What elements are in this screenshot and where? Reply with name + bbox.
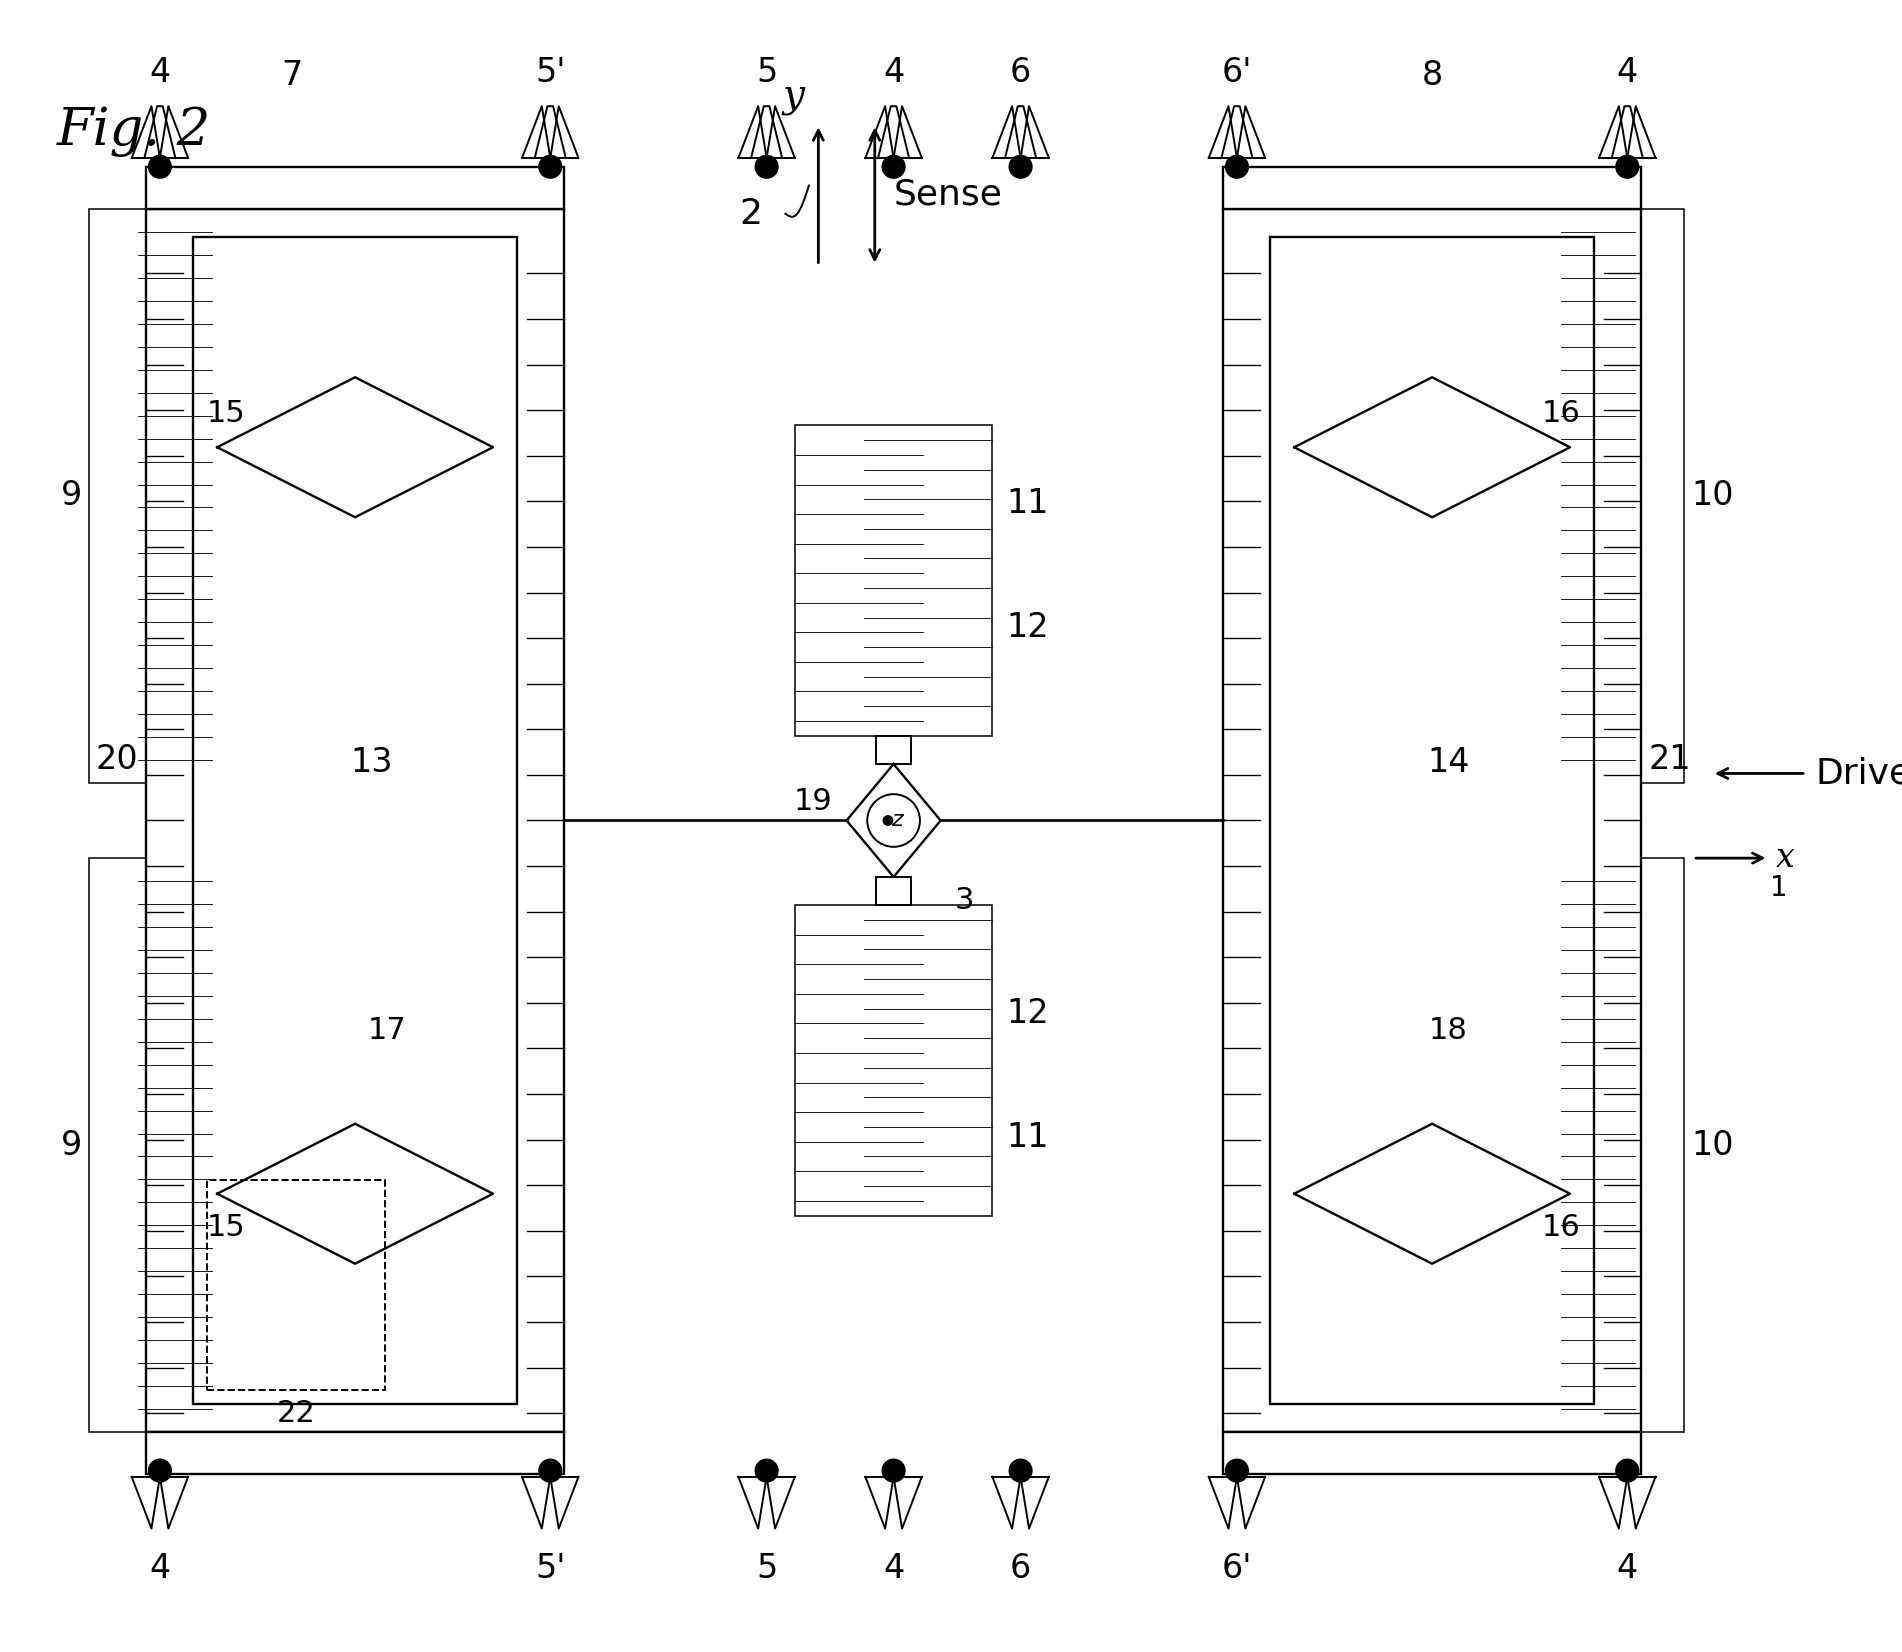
Text: 16: 16	[1541, 1213, 1581, 1242]
Text: 4: 4	[883, 56, 903, 89]
Bar	[1271, 238, 1594, 1404]
Text: 11: 11	[1006, 487, 1050, 519]
Text: 7: 7	[281, 58, 302, 91]
Circle shape	[883, 1459, 905, 1482]
Text: Sense: Sense	[894, 178, 1002, 211]
Text: 4: 4	[148, 1551, 171, 1584]
Text: 6': 6'	[1221, 56, 1252, 89]
Circle shape	[1225, 155, 1248, 178]
Circle shape	[148, 1459, 171, 1482]
Text: 5: 5	[755, 56, 778, 89]
Text: 4: 4	[1617, 1551, 1638, 1584]
Text: z: z	[892, 811, 903, 831]
Bar	[795, 426, 993, 735]
Text: 4: 4	[148, 56, 171, 89]
Bar	[192, 238, 517, 1404]
Text: 2: 2	[738, 197, 763, 231]
Bar	[89, 210, 211, 783]
Text: 21: 21	[1649, 743, 1691, 776]
Bar	[875, 735, 911, 765]
Text: 5: 5	[755, 1551, 778, 1584]
Text: 9: 9	[61, 479, 82, 512]
Text: 8: 8	[1421, 58, 1442, 91]
Bar	[146, 1432, 565, 1474]
Circle shape	[755, 1459, 778, 1482]
Circle shape	[1225, 1459, 1248, 1482]
Text: 14: 14	[1426, 745, 1470, 778]
Circle shape	[148, 155, 171, 178]
Bar	[146, 210, 565, 1432]
Bar	[89, 857, 211, 1432]
Text: 15: 15	[207, 1213, 245, 1242]
Bar	[875, 877, 911, 905]
Circle shape	[755, 155, 778, 178]
Bar	[1223, 210, 1641, 1432]
Text: x: x	[1776, 843, 1795, 874]
Text: 18: 18	[1428, 1016, 1468, 1046]
Text: 19: 19	[793, 788, 833, 816]
Circle shape	[1617, 155, 1640, 178]
Text: 6: 6	[1010, 1551, 1031, 1584]
Bar	[207, 1180, 386, 1389]
Text: 17: 17	[369, 1016, 407, 1046]
Text: 15: 15	[207, 400, 245, 428]
Circle shape	[883, 155, 905, 178]
Text: 10: 10	[1691, 1128, 1735, 1161]
Circle shape	[1617, 1459, 1640, 1482]
Text: 3: 3	[955, 887, 974, 915]
Text: 10: 10	[1691, 479, 1735, 512]
Bar	[795, 905, 993, 1216]
Text: y: y	[782, 78, 805, 116]
Circle shape	[538, 1459, 561, 1482]
Bar	[146, 167, 565, 210]
Text: 4: 4	[883, 1551, 903, 1584]
Text: 20: 20	[95, 743, 139, 776]
Circle shape	[1010, 155, 1033, 178]
Bar	[1562, 857, 1683, 1432]
Text: 13: 13	[350, 745, 392, 778]
Circle shape	[538, 155, 561, 178]
Text: 6': 6'	[1221, 1551, 1252, 1584]
Bar	[1223, 167, 1641, 210]
Text: Fig. 2: Fig. 2	[57, 106, 211, 157]
Bar	[1223, 1432, 1641, 1474]
Text: Drive: Drive	[1815, 757, 1902, 790]
Bar	[1562, 210, 1683, 783]
Text: 5': 5'	[534, 56, 565, 89]
Text: 4: 4	[1617, 56, 1638, 89]
Text: 12: 12	[1006, 998, 1050, 1031]
Circle shape	[1010, 1459, 1033, 1482]
Text: 1: 1	[1771, 874, 1788, 902]
Text: 12: 12	[1006, 611, 1050, 644]
Text: 5': 5'	[534, 1551, 565, 1584]
Text: 22: 22	[278, 1399, 316, 1427]
Text: 6: 6	[1010, 56, 1031, 89]
Circle shape	[883, 816, 892, 826]
Text: 16: 16	[1541, 400, 1581, 428]
Text: 11: 11	[1006, 1122, 1050, 1155]
Text: 9: 9	[61, 1128, 82, 1161]
